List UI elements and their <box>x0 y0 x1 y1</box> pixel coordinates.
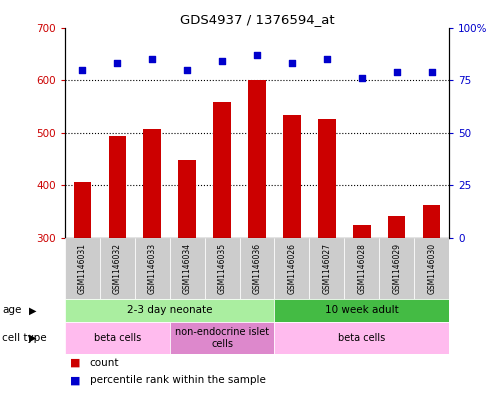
Text: GSM1146036: GSM1146036 <box>252 242 261 294</box>
Title: GDS4937 / 1376594_at: GDS4937 / 1376594_at <box>180 13 334 26</box>
Point <box>288 60 296 66</box>
Point <box>148 56 156 62</box>
Bar <box>414 238 449 299</box>
Text: count: count <box>90 358 119 367</box>
Text: GSM1146033: GSM1146033 <box>148 242 157 294</box>
Bar <box>309 238 344 299</box>
Bar <box>108 136 126 238</box>
Text: ■: ■ <box>70 358 80 367</box>
Bar <box>353 225 370 238</box>
Point <box>393 68 401 75</box>
Bar <box>100 238 135 299</box>
Bar <box>274 322 449 354</box>
Text: GSM1146028: GSM1146028 <box>357 243 366 294</box>
Point <box>323 56 331 62</box>
Text: non-endocrine islet
cells: non-endocrine islet cells <box>175 327 269 349</box>
Bar <box>248 80 265 238</box>
Text: beta cells: beta cells <box>338 333 385 343</box>
Text: GSM1146035: GSM1146035 <box>218 242 227 294</box>
Text: ▶: ▶ <box>28 333 36 343</box>
Bar <box>74 182 91 238</box>
Text: GSM1146034: GSM1146034 <box>183 242 192 294</box>
Point <box>253 52 261 58</box>
Bar <box>274 238 309 299</box>
Bar <box>344 238 379 299</box>
Bar <box>240 238 274 299</box>
Bar <box>179 160 196 238</box>
Text: percentile rank within the sample: percentile rank within the sample <box>90 375 265 385</box>
Text: GSM1146029: GSM1146029 <box>392 243 401 294</box>
Point <box>78 66 86 73</box>
Bar <box>283 115 300 238</box>
Bar <box>65 238 100 299</box>
Point <box>113 60 121 66</box>
Point <box>218 58 226 64</box>
Text: ■: ■ <box>70 375 80 385</box>
Bar <box>274 299 449 322</box>
Text: GSM1146026: GSM1146026 <box>287 243 296 294</box>
Text: cell type: cell type <box>2 333 47 343</box>
Point <box>183 66 191 73</box>
Text: ▶: ▶ <box>28 305 36 316</box>
Text: 2-3 day neonate: 2-3 day neonate <box>127 305 213 316</box>
Bar <box>135 238 170 299</box>
Bar <box>170 322 274 354</box>
Bar <box>65 299 274 322</box>
Bar <box>388 216 405 238</box>
Text: age: age <box>2 305 22 316</box>
Point <box>358 75 366 81</box>
Bar <box>65 322 170 354</box>
Bar <box>318 119 335 238</box>
Bar <box>144 129 161 238</box>
Text: GSM1146030: GSM1146030 <box>427 242 436 294</box>
Bar <box>170 238 205 299</box>
Text: 10 week adult: 10 week adult <box>325 305 399 316</box>
Bar <box>214 102 231 238</box>
Point <box>428 68 436 75</box>
Bar <box>205 238 240 299</box>
Bar <box>423 205 440 238</box>
Text: GSM1146031: GSM1146031 <box>78 243 87 294</box>
Text: beta cells: beta cells <box>94 333 141 343</box>
Text: GSM1146032: GSM1146032 <box>113 243 122 294</box>
Text: GSM1146027: GSM1146027 <box>322 243 331 294</box>
Bar <box>379 238 414 299</box>
